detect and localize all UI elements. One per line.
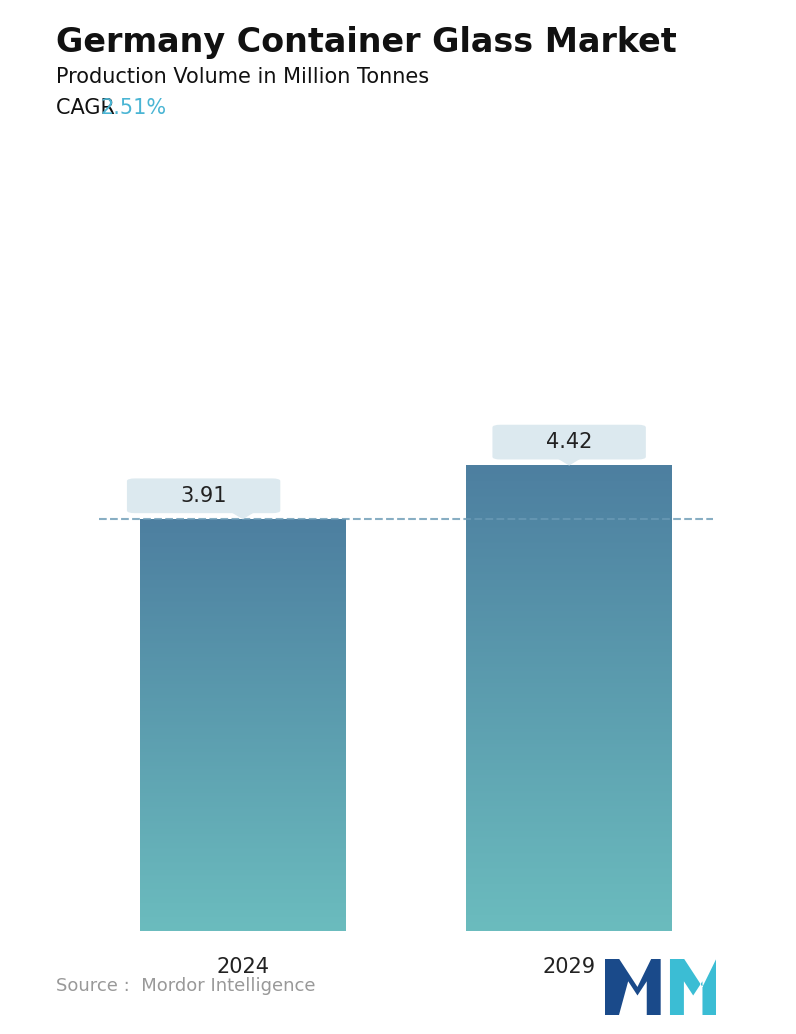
- Text: Germany Container Glass Market: Germany Container Glass Market: [56, 26, 677, 59]
- Polygon shape: [230, 511, 256, 518]
- FancyBboxPatch shape: [493, 425, 646, 459]
- Text: 2.51%: 2.51%: [100, 98, 166, 118]
- Text: CAGR: CAGR: [56, 98, 121, 118]
- Polygon shape: [605, 959, 661, 1015]
- Text: Production Volume in Million Tonnes: Production Volume in Million Tonnes: [56, 67, 429, 87]
- Polygon shape: [670, 959, 716, 1015]
- Text: 2024: 2024: [217, 956, 269, 977]
- FancyBboxPatch shape: [127, 479, 280, 513]
- Text: 4.42: 4.42: [546, 432, 592, 452]
- Text: Source :  Mordor Intelligence: Source : Mordor Intelligence: [56, 977, 315, 995]
- Polygon shape: [556, 457, 582, 464]
- Text: 3.91: 3.91: [181, 486, 227, 506]
- Text: 2029: 2029: [543, 956, 595, 977]
